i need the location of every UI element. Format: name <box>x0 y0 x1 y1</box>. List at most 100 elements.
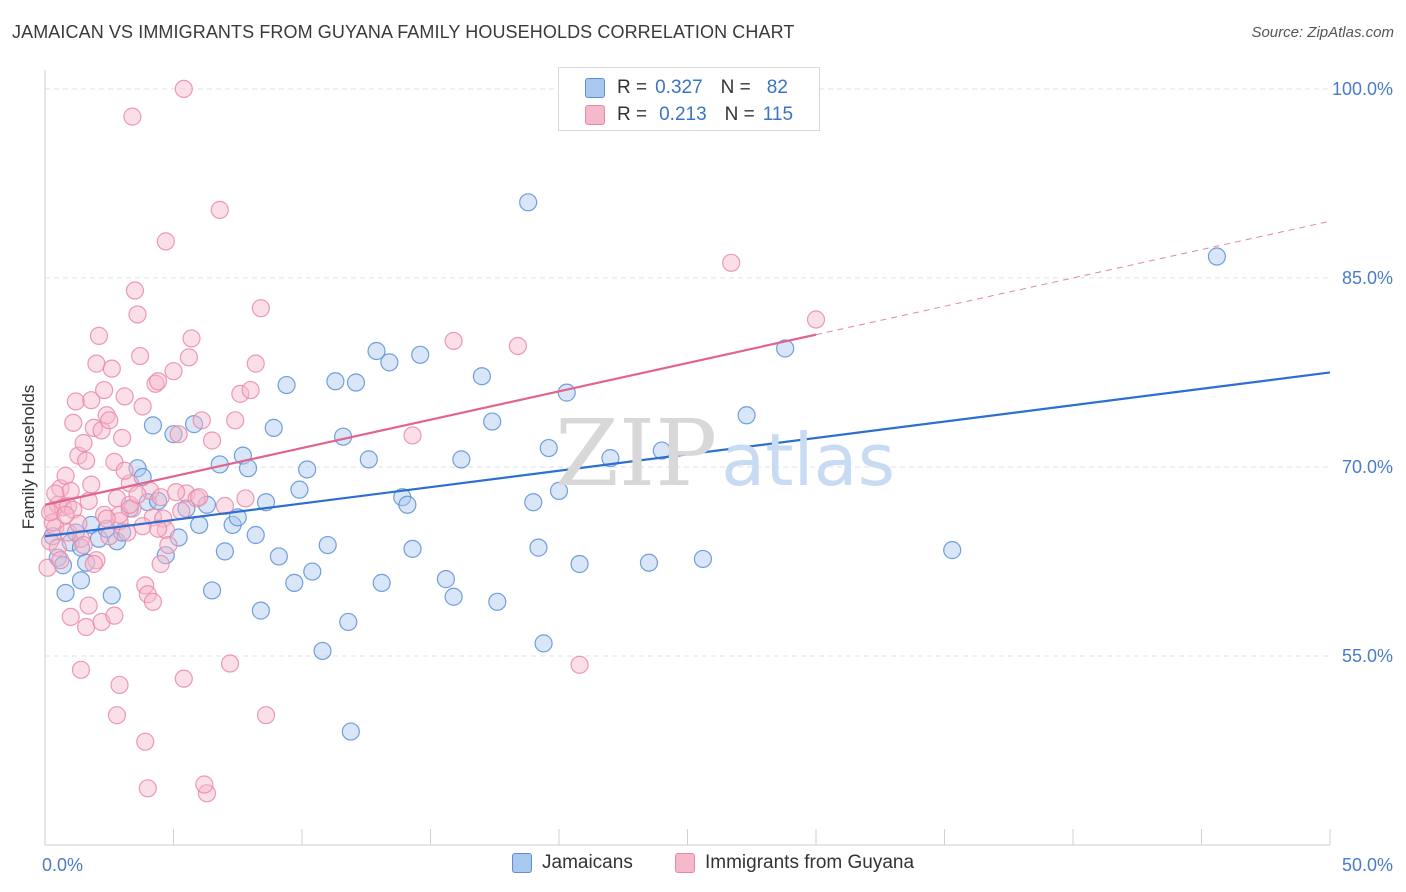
jamaicans-point <box>539 438 558 458</box>
jamaicans-point <box>1207 247 1227 266</box>
guyana-point <box>148 372 168 391</box>
guyana-point <box>74 535 93 555</box>
guyana-point <box>806 310 826 329</box>
legend-label-jamaicans: Jamaicans <box>542 852 633 873</box>
x-tick-label: 50.0% <box>1342 855 1393 875</box>
jamaicans-point <box>285 573 304 592</box>
guyana-point <box>56 466 75 485</box>
guyana-point <box>110 675 129 695</box>
guyana-point <box>246 354 265 373</box>
legend-r-value: 0.213 <box>659 104 707 125</box>
guyana-point <box>251 299 270 318</box>
legend-r-label: R = <box>617 104 648 125</box>
guyana-point <box>77 451 96 470</box>
guyana-point <box>128 305 147 324</box>
jamaicans-point <box>524 493 543 512</box>
guyana-point <box>256 706 276 725</box>
x-tick-label: 0.0% <box>42 855 83 875</box>
jamaicans-point <box>398 495 417 514</box>
jamaicans-point <box>652 441 671 460</box>
jamaicans-point <box>346 373 366 392</box>
guyana-point <box>174 79 193 99</box>
guyana-point <box>115 461 134 480</box>
guyana-point <box>115 387 134 406</box>
guyana-point <box>570 655 589 674</box>
guyana-point <box>61 607 80 627</box>
guyana-point <box>210 200 229 219</box>
legend-swatch-guyana <box>585 105 605 125</box>
guyana-point <box>133 517 152 536</box>
legend-row-guyana: R = 0.213 N = 115 <box>559 101 793 129</box>
guyana-point <box>97 406 116 425</box>
jamaicans-point <box>359 450 378 469</box>
jamaicans-point <box>639 553 659 572</box>
jamaicans-point <box>943 541 962 560</box>
jamaicans-point <box>102 586 121 605</box>
legend-swatch-jamaicans <box>585 78 605 98</box>
guyana-point <box>56 505 75 524</box>
watermark: ZIPatlas <box>555 400 895 507</box>
guyana-point <box>215 496 234 516</box>
legend-r-label: R = <box>617 77 648 98</box>
axis-layer <box>44 70 1331 846</box>
jamaicans-point <box>483 412 502 431</box>
legend-item-guyana[interactable]: Immigrants from Guyana <box>675 852 914 874</box>
guyana-point <box>82 475 101 494</box>
jamaicans-point <box>776 339 795 358</box>
jamaicans-point <box>549 481 569 500</box>
guyana-point <box>722 253 741 272</box>
guyana-point <box>87 354 106 373</box>
guyana-point <box>84 554 103 574</box>
guyana-point <box>41 503 60 522</box>
jamaicans-point <box>269 547 288 566</box>
jamaicans-point <box>380 353 399 372</box>
chart-title: JAMAICAN VS IMMIGRANTS FROM GUYANA FAMIL… <box>12 22 795 42</box>
jamaicans-point <box>298 460 317 479</box>
points-layer <box>38 79 1227 803</box>
jamaicans-point <box>190 515 209 535</box>
guyana-point <box>130 346 150 366</box>
jamaicans-point <box>488 592 507 611</box>
jamaicans-point <box>303 562 322 581</box>
guyana-point <box>79 596 98 615</box>
guyana-point <box>66 392 85 411</box>
legend-item-jamaicans[interactable]: Jamaicans <box>512 852 633 874</box>
guyana-point <box>128 485 147 504</box>
jamaicans-trend-line <box>44 371 1331 538</box>
guyana-point <box>164 362 183 381</box>
stats-legend: R = 0.327 N = 82 R = 0.213 N = 115 <box>558 67 820 131</box>
guyana-point <box>105 606 124 625</box>
watermark-atlas: atlas <box>721 418 896 502</box>
legend-n-value: 82 <box>766 77 788 98</box>
guyana-point <box>74 433 93 453</box>
jamaicans-point <box>251 601 270 620</box>
guyana-point <box>166 483 186 502</box>
jamaicans-point <box>143 416 163 435</box>
guyana-point <box>138 779 157 798</box>
guyana-point <box>172 501 191 521</box>
legend-n-value: 115 <box>762 104 794 125</box>
jamaicans-point <box>372 573 391 592</box>
jamaicans-point <box>472 367 491 386</box>
guyana-point <box>146 374 165 393</box>
guyana-point <box>100 411 119 430</box>
guyana-point <box>151 488 170 507</box>
jamaicans-point <box>71 571 91 590</box>
jamaicans-point <box>53 556 73 575</box>
guyana-point <box>100 527 119 546</box>
jamaicans-point <box>403 539 422 558</box>
source-label: Source: ZipAtlas.com <box>1251 24 1394 41</box>
legend-n-label: N = <box>720 77 751 98</box>
jamaicans-point <box>529 538 548 557</box>
y-tick-label: 70.0% <box>1342 457 1393 477</box>
guyana-point <box>136 732 155 751</box>
guyana-point <box>123 107 142 126</box>
guyana-point <box>444 331 463 351</box>
jamaicans-point <box>313 641 332 661</box>
jamaicans-point <box>570 554 589 574</box>
guyana-point <box>89 326 109 345</box>
watermark-zip: ZIP <box>555 400 718 507</box>
jamaicans-point <box>56 583 75 603</box>
guyana-point <box>174 669 193 688</box>
legend-label-guyana: Immigrants from Guyana <box>705 852 915 873</box>
